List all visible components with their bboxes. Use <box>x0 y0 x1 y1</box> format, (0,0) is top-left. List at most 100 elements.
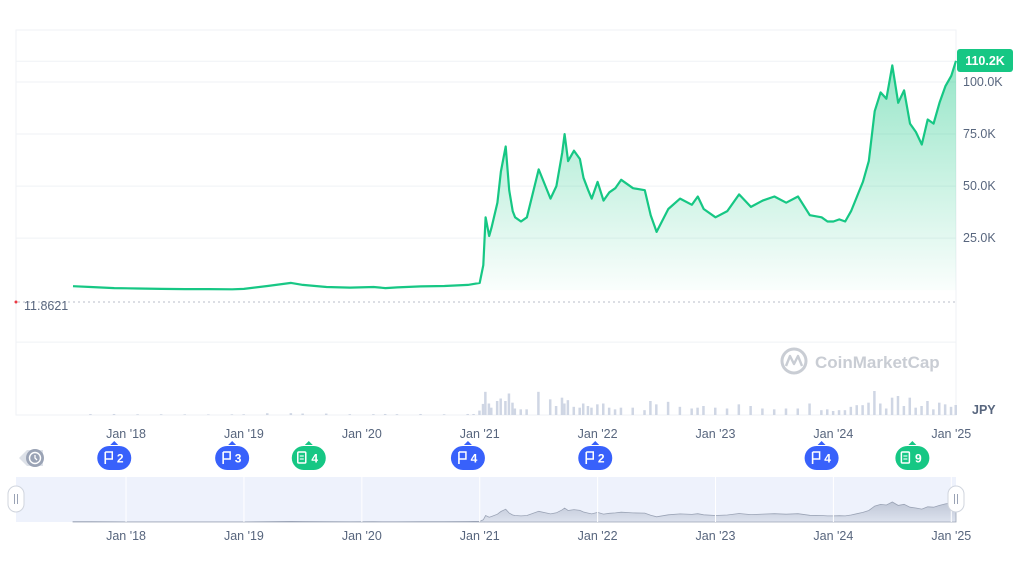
volume-bar <box>490 408 493 415</box>
volume-bar <box>561 398 564 415</box>
badge-count: 9 <box>915 452 922 466</box>
volume-bar <box>290 413 293 415</box>
volume-bar <box>920 406 923 415</box>
flag-event-badge[interactable]: 2 <box>97 441 131 470</box>
news-event-badge[interactable]: 9 <box>895 441 929 470</box>
coinmarketcap-watermark: CoinMarketCap <box>782 349 940 373</box>
x-tick-label: Jan '23 <box>696 427 736 441</box>
volume-bar <box>696 408 699 415</box>
navigator-tick-label: Jan '25 <box>931 529 971 543</box>
volume-bar <box>242 414 245 415</box>
volume-bar <box>667 402 670 415</box>
volume-bar <box>738 404 741 415</box>
range-navigator[interactable] <box>8 477 964 522</box>
x-tick-label: Jan '20 <box>342 427 382 441</box>
volume-bar <box>183 414 186 415</box>
navigator-tick-label: Jan '24 <box>813 529 853 543</box>
volume-bars <box>89 391 957 415</box>
volume-bar <box>749 406 752 415</box>
flag-event-badge[interactable]: 3 <box>215 441 249 470</box>
navigator-tick-label: Jan '20 <box>342 529 382 543</box>
y-tick-label: 75.0K <box>963 127 996 141</box>
volume-bar <box>838 410 841 415</box>
volume-bar <box>596 404 599 415</box>
flag-event-badge[interactable]: 2 <box>578 441 612 470</box>
volume-bar <box>443 414 446 415</box>
volume-bar <box>563 404 566 416</box>
volume-bar <box>482 404 485 415</box>
volume-bar <box>231 414 234 415</box>
volume-bar <box>590 408 593 415</box>
badge-count: 2 <box>117 452 124 466</box>
currency-label: JPY <box>972 403 996 417</box>
current-price-label: 110.2K <box>965 54 1005 68</box>
volume-bar <box>844 410 847 415</box>
volume-bar <box>620 408 623 415</box>
volume-bar <box>891 398 894 415</box>
volume-bar <box>372 414 375 415</box>
volume-bar <box>89 414 92 415</box>
flag-event-badge[interactable]: 4 <box>805 441 839 470</box>
volume-bar <box>567 400 570 415</box>
badge-count: 4 <box>471 452 478 466</box>
volume-bar <box>649 401 652 415</box>
baseline-label: 11.8621 <box>24 299 68 313</box>
volume-bar <box>499 399 502 416</box>
volume-bar <box>726 409 729 416</box>
volume-bar <box>808 404 811 416</box>
volume-bar <box>466 414 469 415</box>
badge-count: 4 <box>311 452 318 466</box>
volume-bar <box>511 403 514 415</box>
x-tick-label: Jan '21 <box>460 427 500 441</box>
volume-bar <box>690 409 693 416</box>
history-button[interactable] <box>19 449 44 467</box>
volume-bar <box>519 409 522 415</box>
volume-bar <box>614 409 617 415</box>
volume-bar <box>826 409 829 415</box>
volume-bar <box>384 414 387 415</box>
volume-bar <box>702 406 705 415</box>
watermark-text: CoinMarketCap <box>815 353 940 372</box>
volume-bar <box>266 413 269 415</box>
y-tick-label: 25.0K <box>963 231 996 245</box>
event-badges[interactable]: 2 3 4 4 2 4 9 <box>19 441 929 470</box>
volume-bar <box>643 410 646 415</box>
x-axis: Jan '18 Jan '19 Jan '20 Jan '21 Jan '22 Jan '… <box>106 427 971 441</box>
navigator-right-handle[interactable] <box>948 486 964 512</box>
volume-bar <box>914 408 917 415</box>
navigator-tick-label: Jan '23 <box>696 529 736 543</box>
volume-bar <box>504 401 507 415</box>
volume-bar <box>714 408 717 415</box>
volume-bar <box>955 405 958 415</box>
volume-bar <box>478 411 481 415</box>
volume-bar <box>944 404 947 415</box>
navigator-tick-label: Jan '19 <box>224 529 264 543</box>
volume-bar <box>938 403 941 415</box>
volume-bar <box>879 404 882 416</box>
volume-bar <box>773 409 776 415</box>
badge-count: 2 <box>598 452 605 466</box>
volume-bar <box>909 398 912 415</box>
x-tick-label: Jan '24 <box>813 427 853 441</box>
volume-bar <box>855 405 858 415</box>
flag-event-badge[interactable]: 4 <box>451 441 485 470</box>
volume-bar <box>655 404 658 415</box>
price-area <box>73 61 956 290</box>
news-event-badge[interactable]: 4 <box>292 441 326 470</box>
volume-bar <box>508 394 511 416</box>
volume-bar <box>484 392 487 415</box>
volume-bar <box>926 401 929 415</box>
x-tick-label: Jan '18 <box>106 427 146 441</box>
x-tick-label: Jan '25 <box>931 427 971 441</box>
navigator-left-handle[interactable] <box>8 486 24 512</box>
navigator-tick-label: Jan '22 <box>578 529 618 543</box>
volume-bar <box>160 414 163 415</box>
volume-bar <box>496 401 499 415</box>
volume-bar <box>867 403 870 415</box>
volume-bar <box>582 404 585 416</box>
y-tick-label: 50.0K <box>963 179 996 193</box>
volume-bar <box>525 409 528 415</box>
volume-bar <box>472 414 475 415</box>
navigator-tick-label: Jan '21 <box>460 529 500 543</box>
